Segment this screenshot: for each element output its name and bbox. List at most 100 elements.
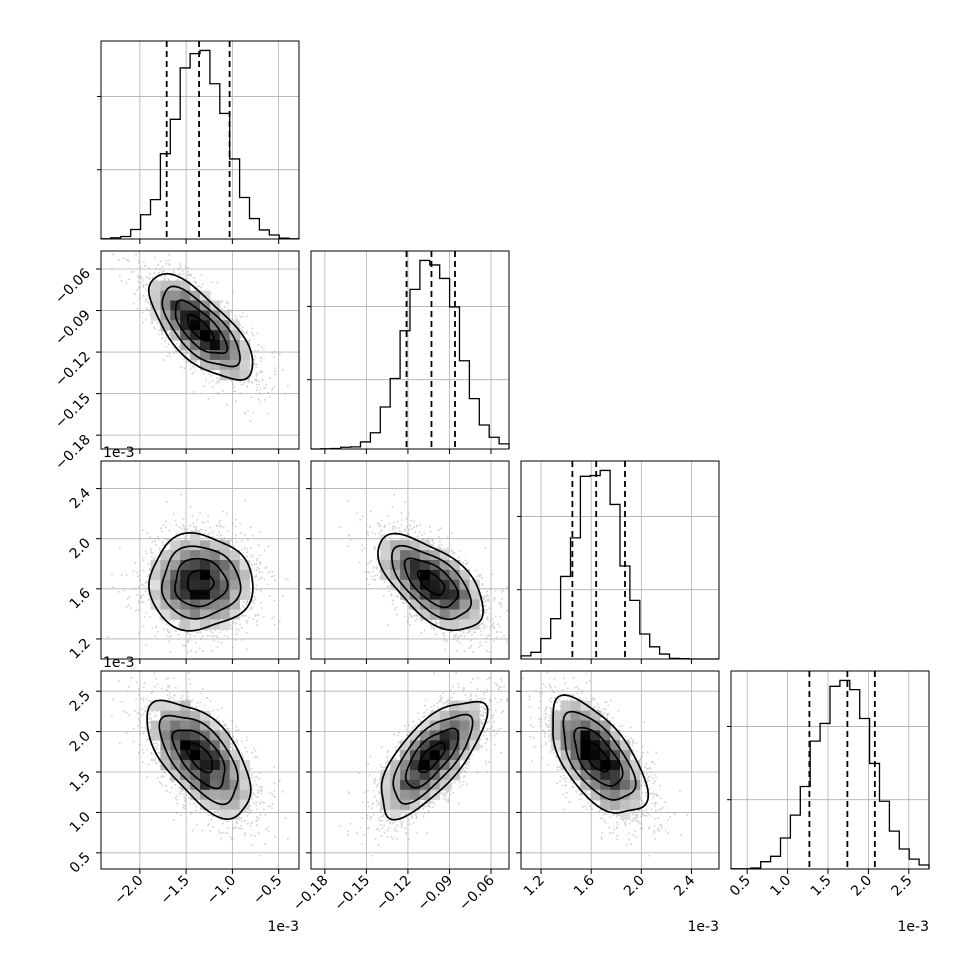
density-cell	[209, 359, 221, 371]
density-cell	[410, 760, 421, 771]
density-cell	[570, 730, 581, 741]
density-cell	[620, 789, 631, 801]
density-cell	[590, 710, 601, 721]
density-cell	[390, 540, 401, 551]
density-cell	[449, 609, 460, 620]
density-cell	[439, 760, 450, 771]
density-cell	[170, 750, 181, 761]
density-cell	[219, 809, 231, 820]
density-cell	[190, 290, 201, 301]
density-panel	[96, 250, 300, 454]
density-cell	[229, 589, 240, 600]
density-cell	[600, 720, 611, 731]
x-tick-label: −1.5	[158, 873, 193, 908]
density-cell	[449, 589, 460, 600]
panel-frame	[100, 460, 300, 660]
panel-frame	[520, 670, 720, 870]
density-cell	[620, 750, 631, 761]
density-cell	[209, 330, 221, 341]
density-cell	[550, 720, 561, 731]
density-cell	[400, 799, 411, 810]
density-cell	[229, 599, 240, 610]
density-cell	[419, 609, 431, 620]
density-cell	[600, 730, 611, 741]
histogram-step	[520, 469, 719, 660]
density-cell	[390, 550, 401, 561]
density-cell	[570, 770, 581, 781]
density-cell	[170, 569, 181, 581]
density-cell	[380, 560, 391, 571]
density-cell	[590, 779, 601, 791]
density-cell	[600, 789, 611, 801]
density-cell	[419, 760, 431, 771]
density-cell	[439, 710, 450, 721]
density-cell	[200, 779, 211, 791]
density-cell	[200, 750, 211, 761]
y-tick-label: 2.5	[67, 688, 94, 715]
density-cell	[170, 550, 181, 561]
y-tick-label: 1.5	[67, 769, 94, 796]
density-cell	[590, 750, 601, 761]
density-cell	[219, 779, 231, 791]
density-cell	[150, 560, 161, 571]
density-cell	[550, 730, 561, 741]
density-cell	[170, 599, 181, 610]
y-tick-label: −0.06	[52, 265, 94, 307]
density-cell	[209, 760, 221, 771]
density-cell	[180, 579, 191, 591]
density-cell	[459, 599, 470, 610]
density-cell	[180, 300, 191, 311]
y-tick-label: 2.0	[67, 535, 94, 562]
density-cell	[459, 609, 470, 620]
density-cell	[209, 720, 221, 731]
density-cell	[570, 700, 581, 711]
panel-frame	[100, 670, 300, 870]
x-tick-label: −0.5	[250, 873, 285, 908]
density-cell	[180, 540, 191, 551]
density-cell	[219, 770, 231, 781]
density-cell	[570, 760, 581, 771]
histogram-step	[730, 679, 930, 870]
density-cell	[219, 730, 231, 741]
density-cell	[439, 550, 450, 561]
density-cell	[170, 560, 181, 571]
density-cell	[219, 619, 231, 630]
density-cell	[459, 740, 470, 751]
y-tick-label: 2.4	[67, 485, 94, 512]
contour-line	[146, 699, 252, 821]
density-cell	[439, 599, 450, 610]
density-cell	[410, 750, 421, 761]
density-cell	[209, 779, 221, 791]
contour-line	[160, 545, 242, 620]
density-cell	[620, 740, 631, 751]
density-cell	[150, 290, 161, 301]
x-tick-label: 2.0	[621, 873, 648, 900]
density-cell	[380, 789, 391, 801]
density-cell	[219, 340, 231, 351]
x-tick-label: 1.6	[571, 872, 598, 899]
density-cell	[410, 730, 421, 741]
density-cell	[570, 710, 581, 721]
density-cell	[429, 710, 441, 721]
density-cell	[410, 799, 421, 810]
density-panel	[516, 670, 720, 874]
density-cell	[209, 550, 221, 561]
density-cell	[160, 280, 171, 291]
density-cell	[200, 359, 211, 371]
density-cell	[180, 560, 191, 571]
contour-line	[186, 313, 215, 342]
density-cell	[170, 320, 181, 331]
x-offset-text: 1e-3	[268, 919, 299, 935]
density-cell	[170, 609, 181, 620]
density-cell	[449, 560, 460, 571]
density-cell	[160, 300, 171, 311]
density-cell	[160, 560, 171, 571]
density-cell	[200, 710, 211, 721]
density-cell	[459, 730, 470, 741]
x-tick-label: −1.0	[204, 873, 239, 908]
contour-line	[404, 727, 460, 789]
density-cell	[469, 730, 480, 741]
density-cell	[239, 340, 250, 351]
density-cell	[200, 760, 211, 771]
